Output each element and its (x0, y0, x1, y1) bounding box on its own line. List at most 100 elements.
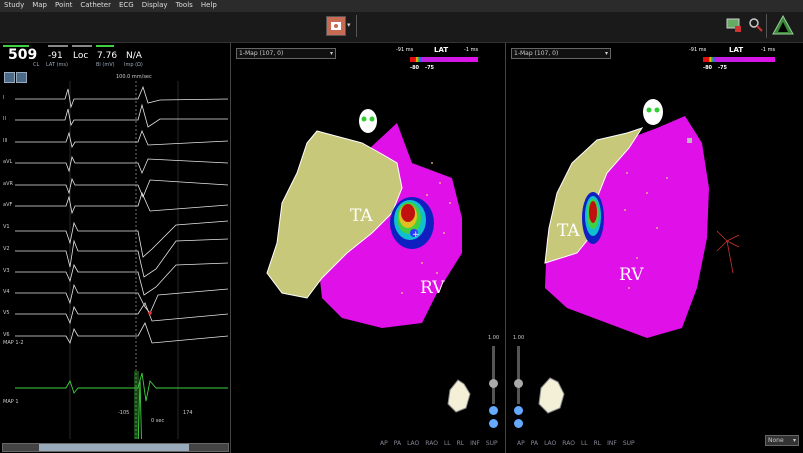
heart-map-3d[interactable]: + (262, 103, 492, 363)
lat-indicator (48, 45, 68, 47)
chevron-down-icon[interactable]: ▾ (347, 21, 351, 29)
heart-map-3d[interactable] (537, 98, 727, 358)
carto-logo-icon[interactable] (772, 15, 794, 35)
view-inf-button[interactable]: INF (470, 440, 480, 447)
lat-title: LAT (434, 46, 449, 54)
ecg-tool-button-2[interactable] (16, 72, 27, 83)
lead-label: V6 (3, 332, 10, 338)
menu-study[interactable]: Study (4, 1, 25, 9)
view-pa-button[interactable]: PA (393, 440, 402, 447)
menu-help[interactable]: Help (200, 1, 217, 9)
map-select-value: 1-Map (107, 0) (239, 50, 284, 57)
none-select-value: None (768, 437, 784, 444)
lat-min: -91 ms (689, 47, 707, 53)
view-orbit-button[interactable] (514, 406, 523, 415)
sweep-speed: 100.0 mm/sec (116, 74, 152, 80)
toolbar-divider (356, 15, 357, 37)
lead-label: I (3, 95, 5, 101)
menu-tools[interactable]: Tools (175, 1, 193, 9)
view-ll-button[interactable]: LL (580, 440, 588, 447)
menu-map[interactable]: Map (32, 1, 47, 9)
cl-indicator (3, 45, 29, 47)
cl-label: CL (33, 62, 40, 68)
zoom-thumb[interactable] (514, 379, 523, 388)
zoom-slider[interactable] (517, 346, 520, 404)
monitor-icon[interactable] (726, 17, 742, 33)
lat-colorbar[interactable] (410, 57, 478, 62)
view-rl-button[interactable]: RL (593, 440, 602, 447)
svg-text:+: + (412, 230, 420, 240)
menu-bar: Study Map Point Catheter ECG Display Tools Help (0, 0, 803, 12)
window-of-interest (134, 371, 139, 439)
view-rl-button[interactable]: RL (456, 440, 465, 447)
toolbar: ▾ (0, 12, 803, 43)
menu-point[interactable]: Point (55, 1, 73, 9)
ecg-tool-button[interactable] (4, 72, 15, 83)
zoom-value: 1.00 (488, 335, 500, 341)
ecg-scroll-thumb[interactable] (39, 444, 189, 451)
view-ll-button[interactable]: LL (443, 440, 451, 447)
menu-catheter[interactable]: Catheter (80, 1, 111, 9)
view-pa-button[interactable]: PA (530, 440, 539, 447)
left-map-panel[interactable]: 1-Map (107, 0) ▾ -91 ms LAT -1 ms -80 -75… (232, 43, 506, 453)
view-orbit-button[interactable] (489, 406, 498, 415)
lat-min: -91 ms (396, 47, 414, 53)
view-ap-button[interactable]: AP (517, 440, 525, 447)
capture-button[interactable] (326, 16, 346, 36)
lead-label: MAP 1-2 (3, 340, 24, 346)
view-buttons: AP PA LAO RAO LL RL INF SUP (380, 439, 504, 447)
lat-max: -1 ms (464, 47, 479, 53)
rv-label: RV (619, 265, 644, 285)
lead-label: MAP 1 (3, 399, 19, 405)
view-rao-button[interactable]: RAO (425, 440, 438, 447)
loc-value: Loc (73, 51, 89, 61)
view-ap-button[interactable]: AP (380, 440, 388, 447)
right-map-panel[interactable]: 1-Map (107, 0) ▾ -91 ms LAT -1 ms -80 -75… (507, 43, 803, 453)
menu-ecg[interactable]: ECG (119, 1, 134, 9)
annotation-left: -105 (118, 410, 130, 416)
view-sup-button[interactable]: SUP (622, 440, 635, 447)
annotation-marker (148, 311, 152, 315)
ecg-scrollbar[interactable] (2, 443, 229, 452)
zoom-thumb[interactable] (489, 379, 498, 388)
imp-label: Imp (Ω) (124, 62, 143, 68)
heart-orientation-icon[interactable] (444, 378, 474, 414)
view-reset-button[interactable] (514, 419, 523, 428)
imp-value: N/A (126, 51, 142, 61)
bi-value: 7.76 (97, 51, 118, 61)
lat-high: -75 (718, 65, 728, 71)
chevron-down-icon: ▾ (329, 50, 333, 57)
orientation-axes-icon (716, 230, 740, 274)
lead-label: V1 (3, 224, 10, 230)
lat-max: -1 ms (761, 47, 776, 53)
menu-display[interactable]: Display (141, 1, 168, 9)
map-select[interactable]: 1-Map (107, 0) ▾ (236, 48, 336, 59)
head-orientation-icon[interactable] (643, 99, 663, 125)
tricuspid-label: TA (350, 206, 373, 226)
ecg-traces (15, 81, 229, 439)
view-reset-button[interactable] (489, 419, 498, 428)
chevron-down-icon: ▾ (792, 437, 796, 444)
map-select[interactable]: 1-Map (107, 0) ▾ (511, 48, 611, 59)
view-lao-button[interactable]: LAO (544, 440, 557, 447)
lead-label: aVF (3, 202, 13, 208)
toolbar-divider (766, 14, 767, 38)
lat-value: -91 (48, 51, 63, 61)
view-lao-button[interactable]: LAO (407, 440, 420, 447)
view-sup-button[interactable]: SUP (485, 440, 498, 447)
heart-orientation-icon[interactable] (534, 376, 568, 416)
search-icon[interactable] (748, 17, 764, 33)
lat-low: -80 (410, 65, 420, 71)
view-rao-button[interactable]: RAO (562, 440, 575, 447)
view-buttons: AP PA LAO RAO LL RL INF SUP (517, 439, 641, 447)
none-select[interactable]: None ▾ (765, 435, 799, 446)
lat-title: LAT (729, 46, 744, 54)
view-inf-button[interactable]: INF (607, 440, 617, 447)
lead-label: V3 (3, 268, 10, 274)
zoom-slider[interactable] (492, 346, 495, 404)
head-orientation-icon[interactable] (359, 109, 377, 133)
lat-high: -75 (425, 65, 435, 71)
ecg-panel: 509 CL -91 LAT (ms) Loc 7.76 Bi (mV) N/A… (0, 43, 231, 453)
lat-colorbar[interactable] (703, 57, 775, 62)
lead-label: V2 (3, 246, 10, 252)
